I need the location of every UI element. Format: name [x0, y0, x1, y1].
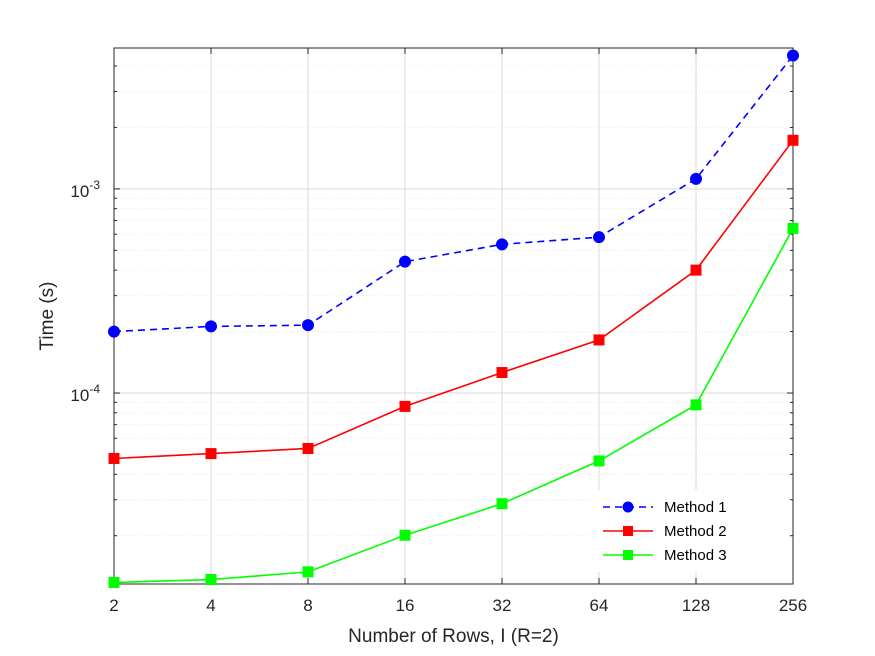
- legend-marker: [622, 501, 634, 513]
- data-point: [690, 264, 702, 276]
- legend-label: Method 1: [664, 499, 727, 516]
- legend: Method 1 Method 2 Method 3: [591, 490, 788, 572]
- x-tick-label: 256: [779, 596, 807, 615]
- series-line: [113, 139, 794, 460]
- data-point: [593, 455, 605, 467]
- data-point: [399, 529, 411, 541]
- x-tick-label: 16: [396, 596, 415, 615]
- x-tick-label: 2: [109, 596, 118, 615]
- data-point: [399, 255, 411, 268]
- x-tick-label: 4: [206, 596, 215, 615]
- series-line: [113, 228, 794, 584]
- y-axis-label: Time (s): [37, 282, 58, 351]
- y-tick-labels: 10-3 10-4: [70, 178, 100, 405]
- data-point: [787, 222, 799, 234]
- data-point: [108, 452, 120, 464]
- data-point: [496, 238, 508, 251]
- data-point: [399, 400, 411, 412]
- series-layer: [108, 49, 799, 588]
- data-point: [593, 334, 605, 346]
- x-tick-label: 8: [303, 596, 312, 615]
- series-1: [108, 49, 799, 338]
- plot-frame: [113, 47, 794, 585]
- data-point: [302, 566, 314, 578]
- x-tick-label: 64: [590, 596, 609, 615]
- series-3: [108, 222, 799, 588]
- data-point: [787, 134, 799, 146]
- data-point: [108, 325, 120, 338]
- data-point: [690, 172, 702, 185]
- legend-label: Method 3: [664, 547, 727, 564]
- data-point: [108, 576, 120, 588]
- legend-marker: [623, 550, 633, 560]
- data-point: [302, 319, 314, 332]
- series-line: [113, 55, 794, 333]
- data-point: [496, 367, 508, 379]
- data-point: [205, 320, 217, 333]
- data-point: [690, 399, 702, 411]
- legend-label: Method 2: [664, 523, 727, 540]
- legend-marker: [623, 526, 633, 536]
- y-tick-label: 10-4: [70, 382, 100, 405]
- x-tick-labels: 2 4 8 16 32 64 128 256: [109, 596, 807, 615]
- data-point: [205, 448, 217, 460]
- data-point: [205, 574, 217, 586]
- x-tick-label: 32: [493, 596, 512, 615]
- data-point: [302, 442, 314, 454]
- series-2: [108, 134, 799, 464]
- x-axis-label: Number of Rows, I (R=2): [348, 626, 559, 647]
- data-point: [593, 231, 605, 244]
- data-point: [787, 49, 799, 62]
- y-tick-label: 10-3: [70, 178, 100, 201]
- x-tick-label: 128: [682, 596, 710, 615]
- data-point: [496, 498, 508, 510]
- minor-grid: [114, 65, 793, 537]
